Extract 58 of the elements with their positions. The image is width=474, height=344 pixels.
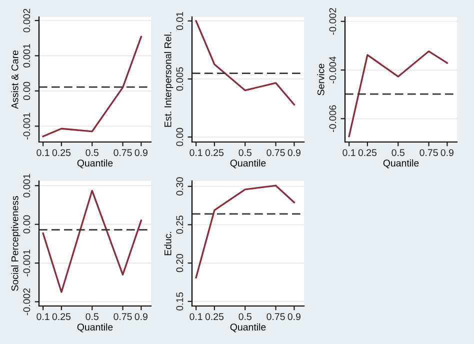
x-tick-label: 0.75	[420, 149, 438, 156]
x-tick-label: 0.9	[440, 149, 454, 156]
y-tick-label: 0.001	[23, 174, 30, 198]
y-tick-label: 0.01	[176, 12, 184, 30]
x-tick-label: 0.1	[190, 313, 202, 320]
x-tick-label: 0.5	[238, 149, 252, 156]
x-tick-label: 0.5	[238, 313, 252, 320]
x-tick-label: 0.75	[266, 149, 285, 156]
x-tick-label: 0.75	[114, 313, 132, 320]
line-series	[195, 20, 296, 106]
y-axis-title: Assist & Care	[11, 50, 18, 109]
x-tick-label: 0.9	[134, 149, 148, 156]
x-tick-label: 0.1	[36, 149, 50, 156]
x-axis-title: Quantile	[77, 159, 113, 168]
x-tick-label: 0.9	[288, 313, 300, 320]
line-series	[42, 190, 142, 293]
y-axis-title: Est. Interpersonal Rel.	[164, 32, 174, 127]
x-axis-title: Quantile	[77, 323, 113, 332]
x-tick-label: 0.1	[36, 313, 50, 320]
line-series	[42, 36, 142, 138]
x-axis-title: Quantile	[230, 323, 266, 332]
y-axis-title: Educ.	[164, 232, 172, 256]
y-tick-label: 0.15	[176, 292, 184, 310]
y-tick-label: 0.00	[176, 128, 184, 146]
y-tick-label: -0.001	[23, 250, 30, 276]
line-series	[348, 50, 448, 138]
x-tick-label: 0.25	[52, 149, 71, 156]
x-tick-label: 0.75	[266, 313, 285, 320]
x-tick-label: 0.1	[190, 149, 202, 156]
y-tick-label: -0.001	[23, 112, 30, 140]
y-tick-label: -0.002	[23, 288, 30, 316]
y-tick-label: 0.001	[23, 44, 30, 68]
y-tick-label: 0.30	[176, 177, 184, 196]
y-tick-label: 0.25	[176, 216, 184, 234]
x-tick-label: 0.25	[52, 313, 71, 320]
y-tick-label: 0.002	[23, 8, 30, 32]
x-tick-label: 0.25	[205, 313, 224, 320]
y-tick-label: 0.20	[176, 254, 184, 272]
x-tick-label: 0.25	[358, 149, 377, 156]
y-tick-label: 0.00	[23, 82, 30, 100]
x-tick-label: 0.9	[288, 149, 300, 156]
y-tick-label: 0.005	[176, 67, 184, 91]
x-axis-title: Quantile	[230, 159, 266, 168]
x-tick-label: 0.1	[342, 149, 356, 156]
x-tick-label: 0.75	[114, 149, 132, 156]
y-tick-label: -0.002	[329, 8, 336, 35]
x-tick-label: 0.5	[392, 149, 404, 156]
y-tick-label: -0.006	[329, 105, 336, 132]
x-tick-label: 0.9	[134, 313, 148, 320]
y-tick-label: -0.004	[329, 56, 336, 84]
x-tick-label: 0.5	[86, 313, 98, 320]
x-tick-label: 0.5	[86, 149, 98, 156]
x-axis-title: Quantile	[383, 159, 419, 168]
y-axis-title: Social Perceptiveness	[11, 196, 20, 291]
y-tick-label: 0.00	[23, 215, 30, 234]
line-series	[195, 184, 296, 278]
y-axis-title: Service	[317, 64, 324, 96]
x-tick-label: 0.25	[205, 149, 224, 156]
